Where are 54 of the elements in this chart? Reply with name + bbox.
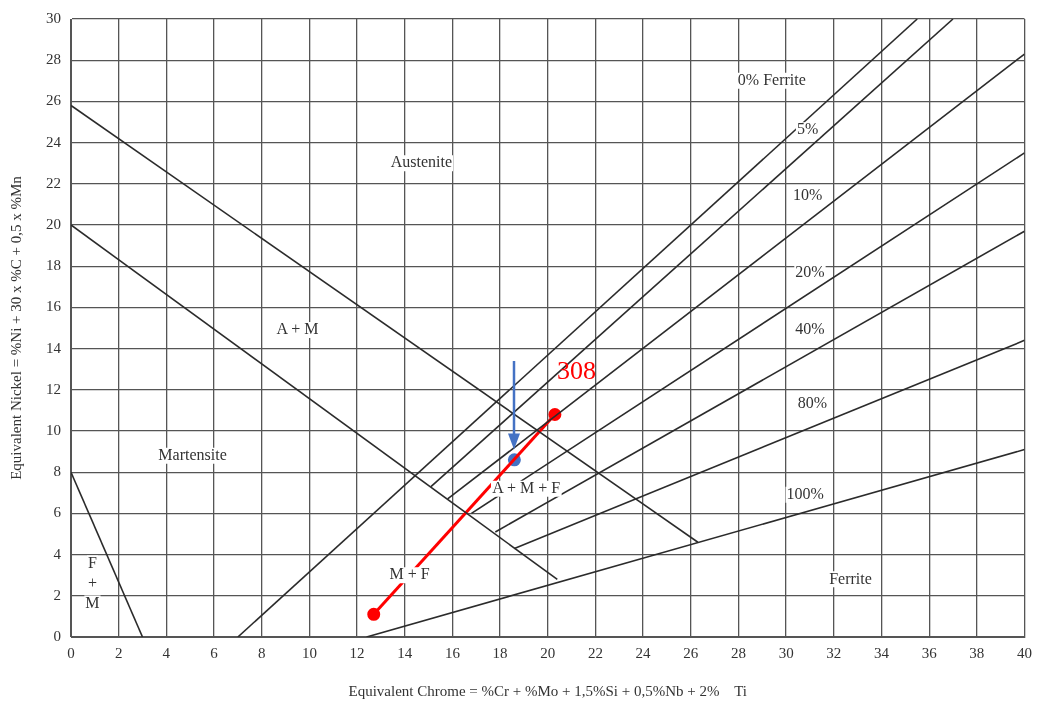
x-tick-label: 4 <box>162 644 171 661</box>
y-tick-label: 24 <box>46 133 62 150</box>
y-tick-label: 8 <box>53 463 61 480</box>
x-tick-label: 30 <box>778 644 794 661</box>
annotation: 80% <box>797 394 828 412</box>
x-tick-label: 26 <box>683 644 699 661</box>
y-tick-label: 6 <box>53 504 62 521</box>
annotation: 5% <box>796 120 819 138</box>
y-tick-label: 12 <box>46 380 61 397</box>
annotation: Austenite <box>390 153 453 171</box>
x-tick-label: 24 <box>635 644 652 661</box>
annotation: M + F <box>389 565 430 583</box>
x-axis-title: Equivalent Chrome = %Cr + %Mo + 1,5%Si + 0,5%Nb + 2% Ti <box>348 682 748 699</box>
y-tick-label: 10 <box>46 421 61 438</box>
annotation: 20% <box>795 262 825 280</box>
x-tick-label: 2 <box>114 644 123 661</box>
y-tick-label: 26 <box>46 92 62 109</box>
annotation: A + M + F <box>492 478 561 496</box>
y-tick-label: 0 <box>53 627 61 644</box>
y-tick-label: 22 <box>46 174 61 191</box>
annotation: Martensite <box>158 445 227 463</box>
x-tick-label: 0 <box>67 644 75 661</box>
annotation: 40% <box>795 320 825 338</box>
x-tick-label: 28 <box>730 644 746 661</box>
x-tick-label: 32 <box>826 644 842 661</box>
x-tick-label: 22 <box>587 644 603 661</box>
y-tick-label: 30 <box>46 9 61 26</box>
y-axis-title: Equivalent Nickel = %Ni + 30 x %C + 0,5 x %Mn <box>7 175 24 480</box>
x-tick-label: 6 <box>210 644 219 661</box>
y-tick-label: 14 <box>46 339 62 356</box>
y-tick-label: 2 <box>53 586 61 603</box>
x-tick-label: 10 <box>301 644 317 661</box>
y-tick-label: 4 <box>53 545 62 562</box>
annotation: Ferrite <box>829 569 872 587</box>
series-label: 308 <box>556 356 596 386</box>
x-tick-label: 8 <box>257 644 266 661</box>
x-tick-label: 34 <box>873 644 890 661</box>
annotation: 0% Ferrite <box>737 71 806 88</box>
x-tick-label: 12 <box>349 644 365 661</box>
x-tick-label: 36 <box>921 644 938 661</box>
x-tick-label: 16 <box>444 644 461 661</box>
annotation: 10% <box>792 186 823 204</box>
x-tick-label: 40 <box>1017 644 1032 661</box>
annotation: F + M <box>85 553 100 611</box>
y-tick-label: 28 <box>46 51 61 68</box>
y-tick-label: 18 <box>46 257 61 274</box>
y-tick-label: 16 <box>46 298 62 315</box>
x-tick-label: 18 <box>492 644 508 661</box>
x-tick-label: 20 <box>540 644 556 661</box>
annotation: 100% <box>786 485 824 503</box>
x-tick-label: 14 <box>397 644 413 661</box>
annotation: A + M <box>276 320 319 338</box>
x-tick-label: 38 <box>969 644 985 661</box>
y-tick-label: 20 <box>46 215 61 232</box>
